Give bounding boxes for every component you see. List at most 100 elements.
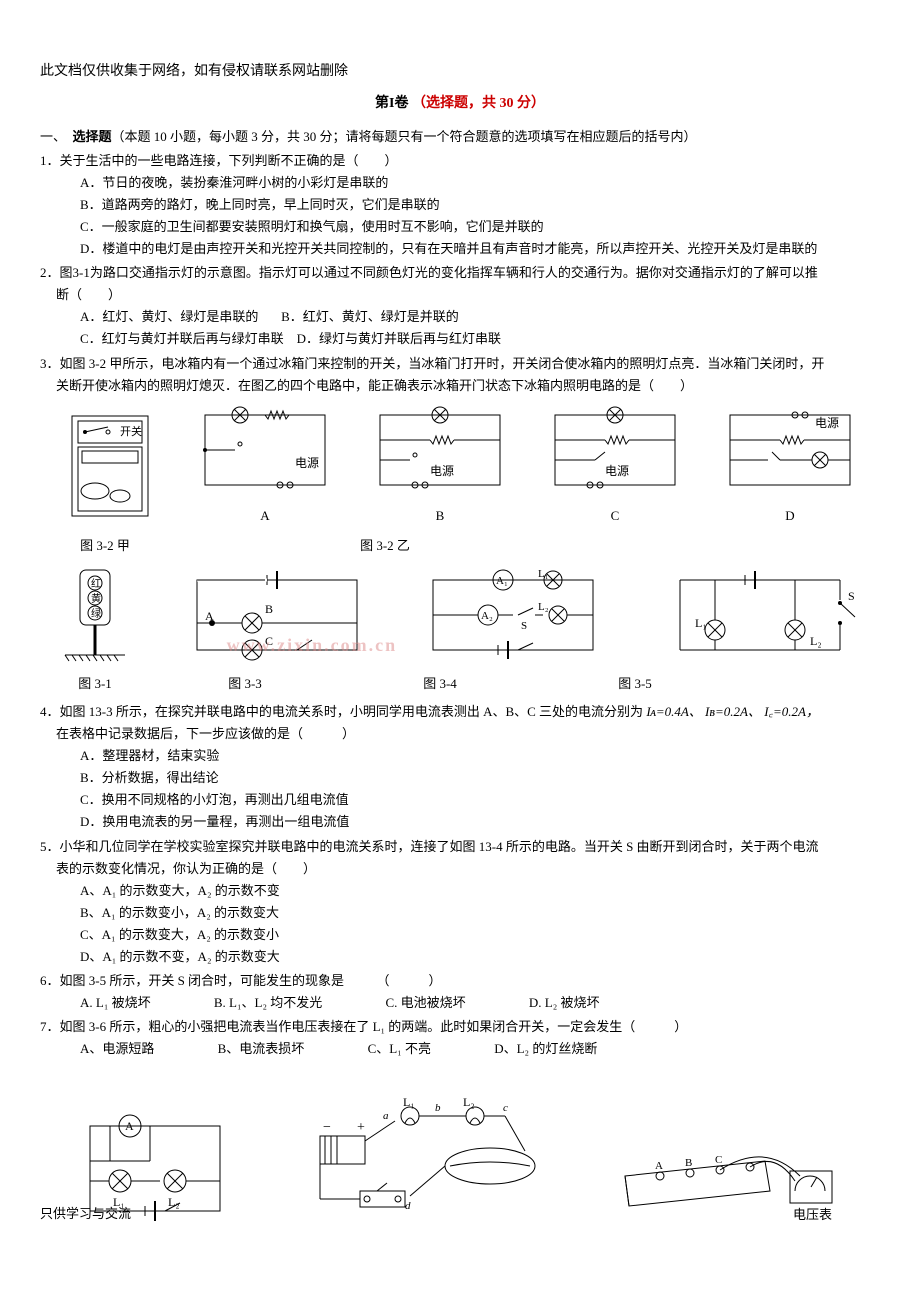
svg-text:A₁: A₁ xyxy=(496,575,508,587)
svg-text:红: 红 xyxy=(91,577,101,590)
figure-row-2: 红 黄 绿 A B C xyxy=(40,565,880,665)
svg-text:S: S xyxy=(848,589,855,603)
q5-c: C、A₁ 的示数变大，A₂ 的示数变小 xyxy=(80,924,880,946)
circuit-d: 电源 D xyxy=(720,405,860,527)
q5-stem-b: 表的示数变化情况，你认为正确的是（ ） xyxy=(56,858,880,880)
q7-stem: 7．如图 3-6 所示，粗心的小强把电流表当作电压表接在了 L₁ 的两端。此时如… xyxy=(40,1016,880,1038)
fig-3-5: S L₁ L₂ xyxy=(660,565,860,665)
q5-b: B、A₁ 的示数变小，A₂ 的示数变大 xyxy=(80,902,880,924)
label-a: A xyxy=(260,505,269,527)
q2-c: C．红灯与黄灯并联后再与绿灯串联 xyxy=(80,331,284,346)
src-c: 电源 xyxy=(605,464,629,478)
fig-3-4: A₁ L₁ A₂ S L₂ xyxy=(423,565,603,665)
q3-stem-a: 3．如图 3-2 甲所示，电冰箱内有一个通过冰箱门来控制的开关，当冰箱门打开时，… xyxy=(40,353,880,375)
svg-text:B: B xyxy=(685,1157,692,1169)
section-title: 第I卷 （选择题，共 30 分） xyxy=(40,92,880,116)
watermark: www.zixin.com.cn xyxy=(227,630,398,661)
caption-row-2: 图 3-1 图 3-3 图 3-4 图 3-5 xyxy=(40,673,880,695)
src-b: 电源 xyxy=(430,464,454,478)
q4-text: 4．如图 13-3 所示，在探究并联电路中的电流关系时，小明同学用电流表测出 A… xyxy=(40,704,646,719)
question-4: 4．如图 13-3 所示，在探究并联电路中的电流关系时，小明同学用电流表测出 A… xyxy=(40,701,880,834)
q2-cd: C．红灯与黄灯并联后再与绿灯串联 D．绿灯与黄灯并联后再与红灯串联 xyxy=(80,328,880,350)
svg-text:黄: 黄 xyxy=(91,592,101,605)
q5-a: A、A₁ 的示数变大，A₂ 的示数不变 xyxy=(80,880,880,902)
q5-d: D、A₁ 的示数不变，A₂ 的示数变大 xyxy=(80,946,880,968)
q4-stem-a: 4．如图 13-3 所示，在探究并联电路中的电流关系时，小明同学用电流表测出 A… xyxy=(40,701,880,723)
q2-stem-a: 2．图3-1为路口交通指示灯的示意图。指示灯可以通过不同颜色灯光的变化指挥车辆和… xyxy=(40,262,880,284)
q4-c: C．换用不同规格的小灯泡，再测出几组电流值 xyxy=(80,789,880,811)
svg-text:L₁: L₁ xyxy=(403,1095,415,1109)
question-1: 1．关于生活中的一些电路连接，下列判断不正确的是（ ） A．节日的夜晚，装扮秦淮… xyxy=(40,150,880,260)
label-b: B xyxy=(436,505,445,527)
q6-c: C. 电池被烧坏 xyxy=(386,992,466,1014)
q2-b: B．红灯、黄灯、绿灯是并联的 xyxy=(281,309,459,324)
svg-text:A: A xyxy=(125,1119,134,1133)
q4-ic: I꜀=0.2A， xyxy=(764,704,819,719)
svg-text:C: C xyxy=(715,1154,722,1166)
q2-a: A．红灯、黄灯、绿灯是串联的 xyxy=(80,309,258,324)
caption-34: 图 3-4 xyxy=(340,673,540,695)
q4-stem-b: 在表格中记录数据后，下一步应该做的是（ ） xyxy=(56,723,880,745)
q4-ib: Iʙ=0.2A、 xyxy=(705,704,761,719)
question-2: 2．图3-1为路口交通指示灯的示意图。指示灯可以通过不同颜色灯光的变化指挥车辆和… xyxy=(40,262,880,350)
question-3: 3．如图 3-2 甲所示，电冰箱内有一个通过冰箱门来控制的开关，当冰箱门打开时，… xyxy=(40,353,880,397)
svg-text:绿: 绿 xyxy=(91,607,101,620)
q1-c: C．一般家庭的卫生间都要安装照明灯和换气扇，使用时互不影响，它们是并联的 xyxy=(80,216,880,238)
section-header: 一、 选择题 （本题 10 小题，每小题 3 分，共 30 分；请将每题只有一个… xyxy=(40,126,880,148)
fridge-icon: 开关 xyxy=(60,411,160,521)
section-label: 选择题 xyxy=(73,126,112,148)
src-a: 电源 xyxy=(295,456,319,470)
section-rest: （本题 10 小题，每小题 3 分，共 30 分；请将每题只有一个符合题意的选项… xyxy=(112,126,697,148)
q7-d: D、L₂ 的灯丝烧断 xyxy=(494,1038,597,1060)
q6-b: B. L₁、L₂ 均不发光 xyxy=(214,992,322,1014)
svg-text:A: A xyxy=(655,1160,663,1172)
caption-31: 图 3-1 xyxy=(40,673,150,695)
q5-stem-a: 5．小华和几位同学在学校实验室探究并联电路中的电流关系时，连接了如图 13-4 … xyxy=(40,836,880,858)
svg-text:S: S xyxy=(521,620,527,632)
svg-text:B: B xyxy=(265,602,273,616)
svg-text:−: − xyxy=(323,1120,331,1135)
fig-3-1: 红 黄 绿 xyxy=(60,565,130,665)
src-d: 电源 xyxy=(815,416,839,430)
q2-ab: A．红灯、黄灯、绿灯是串联的 B．红灯、黄灯、绿灯是并联的 xyxy=(80,306,880,328)
section-num: 一、 xyxy=(40,126,66,148)
caption-32a: 图 3-2 甲 xyxy=(40,535,170,557)
q6-opts: A. L₁ 被烧坏 B. L₁、L₂ 均不发光 C. 电池被烧坏 D. L₂ 被… xyxy=(80,992,880,1014)
question-6: 6．如图 3-5 所示，开关 S 闭合时，可能发生的现象是 （ ） A. L₁ … xyxy=(40,970,880,1014)
figure-3-2-row: 开关 电源 A xyxy=(40,405,880,527)
caption-row-32: 图 3-2 甲 图 3-2 乙 xyxy=(40,535,880,557)
fig-3-3: A B C www.zixin.com.cn xyxy=(187,565,367,665)
svg-text:b: b xyxy=(435,1102,441,1114)
q1-d: D．楼道中的电灯是由声控开关和光控开关共同控制的，只有在天暗并且有声音时才能亮，… xyxy=(80,238,880,260)
label-d: D xyxy=(785,505,794,527)
q2-d: D．绿灯与黄灯并联后再与红灯串联 xyxy=(297,331,501,346)
caption-35: 图 3-5 xyxy=(540,673,730,695)
q7-opts: A、电源短路 B、电流表损坏 C、L₁ 不亮 D、L₂ 的灯丝烧断 xyxy=(80,1038,880,1060)
q2-stem-b: 断（ ） xyxy=(56,284,880,306)
svg-text:开关: 开关 xyxy=(120,424,142,438)
q6-a: A. L₁ 被烧坏 xyxy=(80,992,151,1014)
svg-text:+: + xyxy=(357,1120,365,1135)
q7-c: C、L₁ 不亮 xyxy=(368,1038,431,1060)
q4-b: B．分析数据，得出结论 xyxy=(80,767,880,789)
circuit-a: 电源 A xyxy=(195,405,335,527)
q4-ia: Iᴀ=0.4A、 xyxy=(646,704,701,719)
question-7: 7．如图 3-6 所示，粗心的小强把电流表当作电压表接在了 L₁ 的两端。此时如… xyxy=(40,1016,880,1060)
title-part2: （选择题，共 30 分） xyxy=(412,96,545,111)
question-5: 5．小华和几位同学在学校实验室探究并联电路中的电流关系时，连接了如图 13-4 … xyxy=(40,836,880,969)
label-c: C xyxy=(611,505,620,527)
q1-a: A．节日的夜晚，装扮秦淮河畔小树的小彩灯是串联的 xyxy=(80,172,880,194)
q6-d: D. L₂ 被烧坏 xyxy=(529,992,600,1014)
disclaimer: 此文档仅供收集于网络，如有侵权请联系网站删除 xyxy=(40,60,880,84)
svg-text:c: c xyxy=(503,1102,508,1114)
title-part1: 第I卷 xyxy=(375,96,408,111)
q1-b: B．道路两旁的路灯，晚上同时亮，早上同时灭，它们是串联的 xyxy=(80,194,880,216)
footer-note: 只供学习与交流 xyxy=(40,1203,880,1225)
svg-text:L₂: L₂ xyxy=(538,601,549,613)
circuit-c: 电源 C xyxy=(545,405,685,527)
q3-stem-b: 关断开使冰箱内的照明灯熄灭．在图乙的四个电路中，能正确表示冰箱开门状态下冰箱内照… xyxy=(56,375,880,397)
svg-text:L₂: L₂ xyxy=(463,1095,475,1109)
q4-a: A．整理器材，结束实验 xyxy=(80,745,880,767)
circuit-b: 电源 B xyxy=(370,405,510,527)
caption-32b: 图 3-2 乙 xyxy=(170,535,600,557)
